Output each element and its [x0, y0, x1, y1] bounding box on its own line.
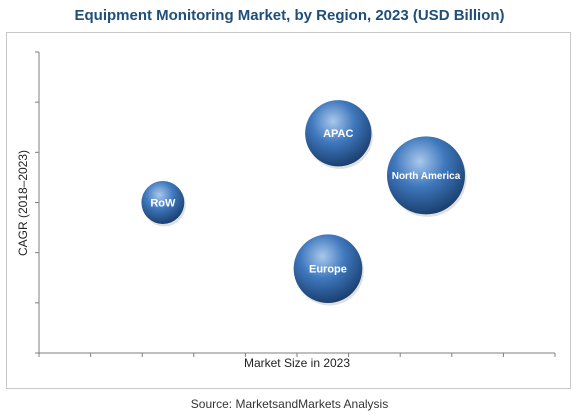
bubble-row: RoW: [141, 181, 186, 227]
bubble-label: RoW: [150, 197, 176, 209]
bubble-europe: Europe: [293, 234, 364, 306]
bubble-north-america: North America: [387, 136, 467, 217]
bubble-label: North America: [392, 171, 461, 182]
bubble-apac: APAC: [305, 100, 373, 169]
bubble-point: [141, 181, 185, 224]
bubble-point: [387, 136, 465, 215]
bubble-label: APAC: [323, 128, 353, 140]
bubble-label: Europe: [309, 264, 347, 276]
chart-title: Equipment Monitoring Market, by Region, …: [74, 7, 505, 24]
chart-frame: [6, 32, 571, 389]
bubble-point: [305, 100, 372, 167]
source-note: Source: MarketsandMarkets Analysis: [190, 397, 389, 411]
bubble-point: [293, 234, 363, 304]
x-axis-label: Market Size in 2023: [244, 356, 350, 370]
bubble-chart: APAC North America RoW Europe Market Size i…: [16, 51, 556, 370]
y-axis-label: CAGR (2018–2023): [16, 150, 30, 256]
